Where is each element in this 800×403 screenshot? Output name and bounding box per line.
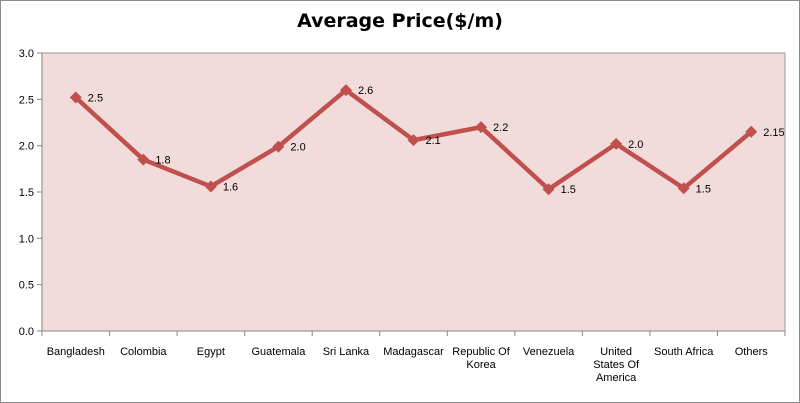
x-tick-label: Others <box>735 346 769 358</box>
data-point <box>677 182 690 195</box>
chart-title: Average Price($/m) <box>297 10 503 32</box>
x-axis: Bangladesh Colombia Egypt Guatemala Sri Lank… <box>41 330 786 384</box>
data-label: 2.2 <box>493 122 508 134</box>
data-label: 1.6 <box>223 181 238 193</box>
x-tick-label: South Africa <box>654 346 714 358</box>
data-point <box>475 121 488 134</box>
y-tick-label: 0.0 <box>19 326 34 338</box>
data-label: 2.0 <box>290 142 305 154</box>
data-label: 1.8 <box>155 155 170 167</box>
y-tick-label: 2.5 <box>19 94 34 106</box>
x-tick-label: Guatemala <box>252 346 307 358</box>
x-tick-label: Republic Of Korea <box>452 346 510 371</box>
data-point <box>407 134 420 147</box>
data-labels: 2.5 1.8 1.6 2.0 2.6 2.1 2.2 1.5 2.0 1.5 2.15 <box>88 85 785 196</box>
series-line <box>69 84 758 196</box>
data-point <box>69 91 82 104</box>
y-tick-label: 1.5 <box>19 187 34 199</box>
y-tick-label: 0.5 <box>19 280 34 292</box>
data-label: 2.6 <box>358 85 373 97</box>
plot-area <box>41 52 786 332</box>
data-point <box>610 137 623 150</box>
y-tick-label: 2.0 <box>19 141 34 153</box>
data-point <box>204 180 217 193</box>
x-tick-label: United States Of America <box>593 346 640 384</box>
x-tick-label: Colombia <box>120 346 167 358</box>
x-tick-label: Madagascar <box>383 346 444 358</box>
data-point <box>745 125 758 138</box>
data-label: 1.5 <box>696 183 711 195</box>
y-tick-label: 3.0 <box>19 48 34 60</box>
data-point <box>137 153 150 166</box>
y-tick-label: 1.0 <box>19 233 34 245</box>
data-label: 2.5 <box>88 92 103 104</box>
y-axis: 0.0 0.5 1.0 1.5 2.0 2.5 3.0 <box>19 48 43 338</box>
data-label: 2.0 <box>628 139 643 151</box>
data-point <box>339 84 352 97</box>
x-tick-label: Bangladesh <box>47 346 105 358</box>
data-label: 2.1 <box>426 135 441 147</box>
data-point <box>542 183 555 196</box>
data-point <box>272 140 285 153</box>
data-label: 2.15 <box>763 127 784 139</box>
data-label: 1.5 <box>561 184 576 196</box>
x-tick-label: Egypt <box>197 346 225 358</box>
x-tick-label: Sri Lanka <box>323 346 370 358</box>
x-tick-label: Venezuela <box>523 346 575 358</box>
